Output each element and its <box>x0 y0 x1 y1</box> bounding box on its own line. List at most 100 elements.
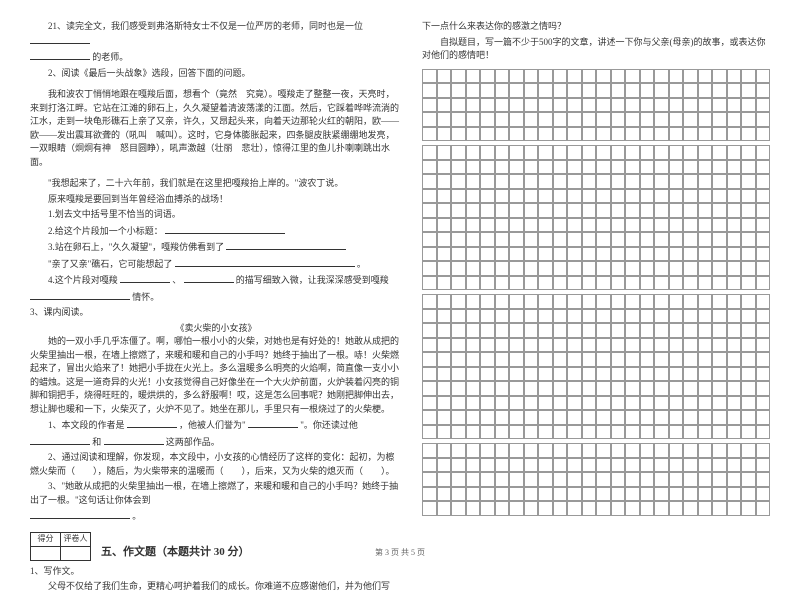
q21-tail-line: 的老师。 <box>30 50 402 65</box>
grid-cell <box>741 352 756 367</box>
grid-cell <box>422 83 437 98</box>
grid-cell <box>640 218 655 233</box>
grid-cell <box>466 443 481 458</box>
grid-cell <box>756 160 771 175</box>
grid-cell <box>683 309 698 324</box>
grid-cell <box>596 69 611 84</box>
grid-cell <box>669 458 684 473</box>
score-label2: 评卷人 <box>61 532 91 546</box>
grid-cell <box>669 203 684 218</box>
grid-cell <box>509 443 524 458</box>
grid-cell <box>451 69 466 84</box>
page-columns: 21、读完全文，我们感受到弗洛斯特女士不仅是一位严厉的老师，同时也是一位 的老师… <box>30 20 770 596</box>
grid-row <box>422 396 770 411</box>
grid-cell <box>524 160 539 175</box>
grid-cell <box>495 83 510 98</box>
grid-cell <box>451 338 466 353</box>
grid-cell <box>654 98 669 113</box>
grid-cell <box>698 472 713 487</box>
grid-cell <box>451 443 466 458</box>
grid-cell <box>480 472 495 487</box>
grid-cell <box>437 112 452 127</box>
grid-cell <box>538 232 553 247</box>
grid-cell <box>553 410 568 425</box>
grid-cell <box>640 309 655 324</box>
grid-cell <box>480 247 495 262</box>
grid-cell <box>437 294 452 309</box>
grid-cell <box>466 276 481 291</box>
grid-cell <box>567 309 582 324</box>
grid-cell <box>451 458 466 473</box>
grid-cell <box>524 98 539 113</box>
grid-cell <box>596 425 611 440</box>
grid-cell <box>669 367 684 382</box>
grid-cell <box>567 145 582 160</box>
grid-cell <box>437 472 452 487</box>
grid-cell <box>611 189 626 204</box>
grid-cell <box>741 458 756 473</box>
grid-cell <box>756 203 771 218</box>
sub4-line: 4.这个片段对嘎羧 、 的描写细致入微，让我深深感受到嘎羧 <box>30 273 402 288</box>
grid-cell <box>437 338 452 353</box>
grid-cell <box>596 145 611 160</box>
grid-cell <box>567 218 582 233</box>
grid-cell <box>451 203 466 218</box>
grid-cell <box>495 425 510 440</box>
grid-cell <box>524 112 539 127</box>
grid-cell <box>654 367 669 382</box>
grid-cell <box>756 381 771 396</box>
grid-cell <box>683 189 698 204</box>
grid-cell <box>567 294 582 309</box>
grid-cell <box>741 410 756 425</box>
grid-cell <box>466 323 481 338</box>
grid-cell <box>567 367 582 382</box>
grid-cell <box>495 294 510 309</box>
grid-cell <box>495 261 510 276</box>
grid-cell <box>422 174 437 189</box>
grid-cell <box>669 189 684 204</box>
grid-cell <box>712 203 727 218</box>
grid-cell <box>698 396 713 411</box>
grid-cell <box>524 127 539 142</box>
grid-cell <box>582 98 597 113</box>
grid-cell <box>538 338 553 353</box>
grid-cell <box>509 472 524 487</box>
grid-cell <box>466 294 481 309</box>
grid-cell <box>625 458 640 473</box>
blank <box>30 50 90 60</box>
grid-cell <box>480 98 495 113</box>
grid-cell <box>451 174 466 189</box>
grid-cell <box>741 276 756 291</box>
grid-cell <box>582 69 597 84</box>
grid-cell <box>756 472 771 487</box>
grid-cell <box>480 309 495 324</box>
grid-cell <box>640 203 655 218</box>
grid-cell <box>553 203 568 218</box>
grid-cell <box>451 145 466 160</box>
grid-cell <box>495 203 510 218</box>
grid-cell <box>451 232 466 247</box>
blank <box>30 290 130 300</box>
grid-cell <box>466 501 481 516</box>
grid-cell <box>611 203 626 218</box>
grid-cell <box>741 294 756 309</box>
grid-cell <box>669 352 684 367</box>
grid-cell <box>596 487 611 502</box>
blank <box>248 418 298 428</box>
grid-cell <box>480 276 495 291</box>
grid-cell <box>437 261 452 276</box>
grid-row <box>422 261 770 276</box>
grid-row <box>422 458 770 473</box>
grid-cell <box>712 323 727 338</box>
grid-cell <box>567 232 582 247</box>
grid-cell <box>712 396 727 411</box>
grid-cell <box>596 127 611 142</box>
grid-cell <box>524 472 539 487</box>
grid-cell <box>611 232 626 247</box>
grid-cell <box>582 458 597 473</box>
grid-cell <box>698 294 713 309</box>
grid-cell <box>596 203 611 218</box>
grid-cell <box>727 367 742 382</box>
grid-cell <box>683 294 698 309</box>
grid-row <box>422 425 770 440</box>
